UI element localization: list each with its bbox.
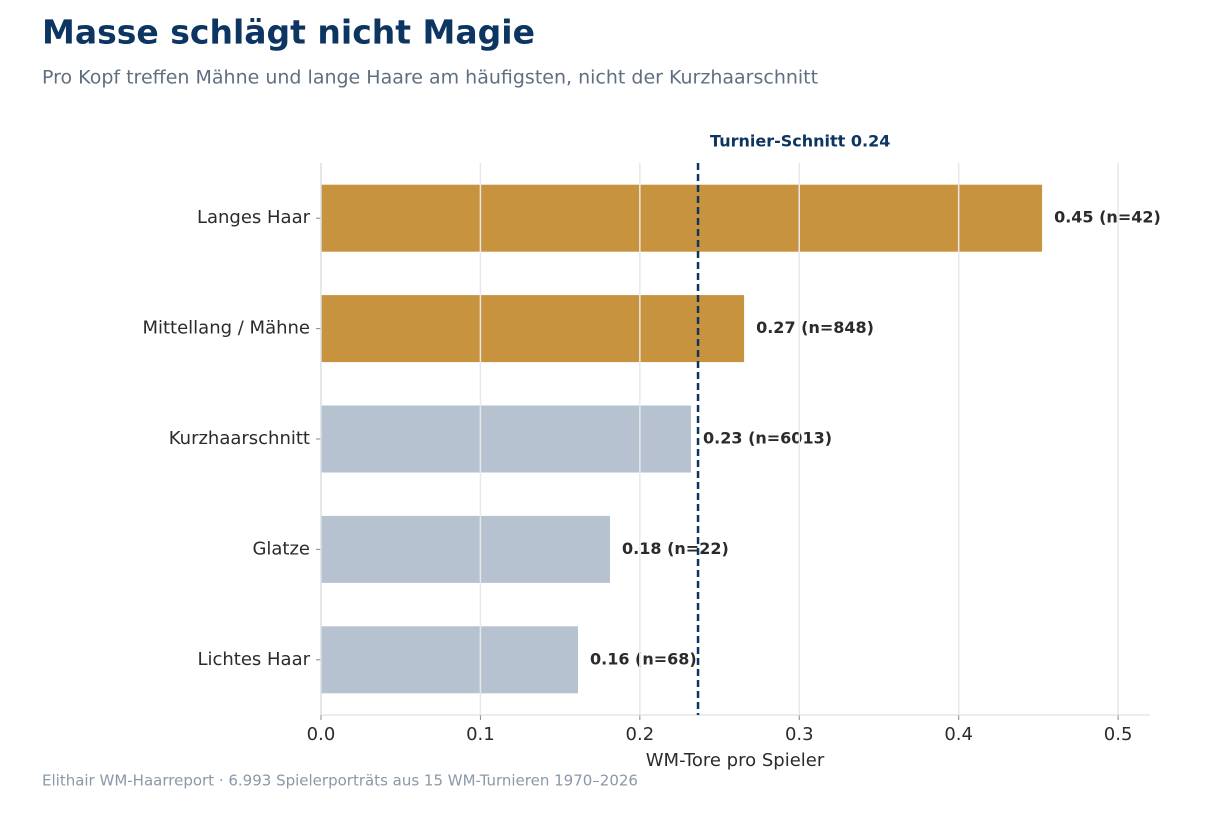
chart-title: Masse schlägt nicht Magie [42,13,535,52]
x-tick-label: 0.4 [944,724,973,745]
value-label: 0.16 (n=68) [590,649,697,668]
bar [321,515,611,583]
value-label: 0.27 (n=848) [756,318,874,337]
y-tick-label: Mittellang / Mähne [142,318,310,339]
value-label: 0.18 (n=22) [622,539,729,558]
x-tick-label: 0.3 [785,724,814,745]
x-axis-label: WM-Tore pro Spieler [646,750,825,771]
y-tick-label: Lichtes Haar [197,649,310,670]
value-label: 0.23 (n=6013) [703,429,832,448]
bar [321,184,1043,252]
footer: Elithair WM-Haarreport · 6.993 Spielerpo… [42,772,638,790]
value-label: 0.45 (n=42) [1054,208,1161,227]
x-tick-label: 0.5 [1104,724,1133,745]
bar [321,626,578,694]
bar [321,405,692,473]
bar [321,295,745,363]
reference-label: Turnier-Schnitt 0.24 [710,132,890,151]
x-tick-label: 0.0 [307,724,336,745]
x-tick-label: 0.2 [626,724,655,745]
y-tick-label: Glatze [252,538,310,559]
chart-subtitle: Pro Kopf treffen Mähne und lange Haare a… [42,67,818,89]
y-tick-label: Kurzhaarschnitt [169,428,310,449]
y-tick-label: Langes Haar [197,207,311,228]
x-tick-label: 0.1 [466,724,495,745]
